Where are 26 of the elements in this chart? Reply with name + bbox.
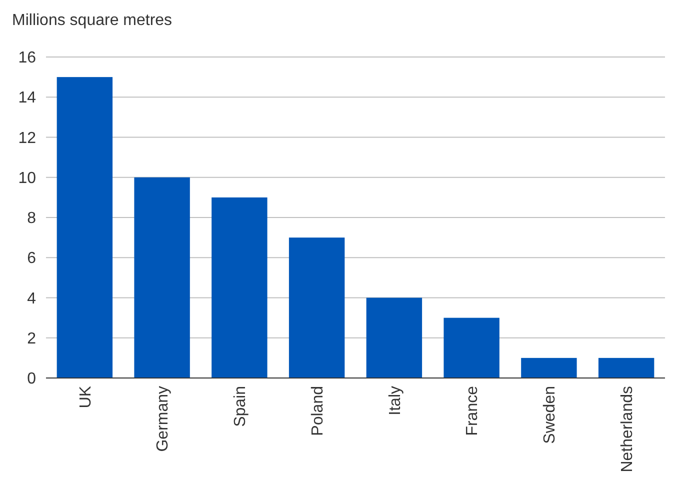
bar xyxy=(366,298,422,378)
bar xyxy=(212,197,268,378)
bar xyxy=(521,358,577,378)
x-tick-label: France xyxy=(464,386,482,436)
bar xyxy=(134,177,190,378)
y-tick-label: 14 xyxy=(18,90,36,107)
bar xyxy=(288,238,345,378)
bar xyxy=(56,77,113,378)
bar xyxy=(598,358,654,378)
y-tick-label: 16 xyxy=(18,50,36,67)
x-tick-label: Poland xyxy=(309,386,326,436)
y-tick-label: 2 xyxy=(27,330,36,348)
y-axis-title: Millions square metres xyxy=(12,12,172,29)
x-tick-label: UK xyxy=(77,386,94,408)
x-tick-label: Sweden xyxy=(542,386,559,444)
y-tick-label: 0 xyxy=(27,370,36,388)
y-tick-label: 4 xyxy=(27,290,36,308)
y-tick-label: 12 xyxy=(18,130,36,147)
bar xyxy=(444,318,500,378)
y-tick-label: 8 xyxy=(27,210,36,228)
x-tick-label: Netherlands xyxy=(618,386,636,472)
y-tick-label: 6 xyxy=(27,250,36,268)
x-tick-label: Italy xyxy=(386,386,404,416)
y-tick-label: 10 xyxy=(18,170,36,187)
x-tick-label: Spain xyxy=(232,386,250,427)
x-tick-label: Germany xyxy=(154,386,172,452)
